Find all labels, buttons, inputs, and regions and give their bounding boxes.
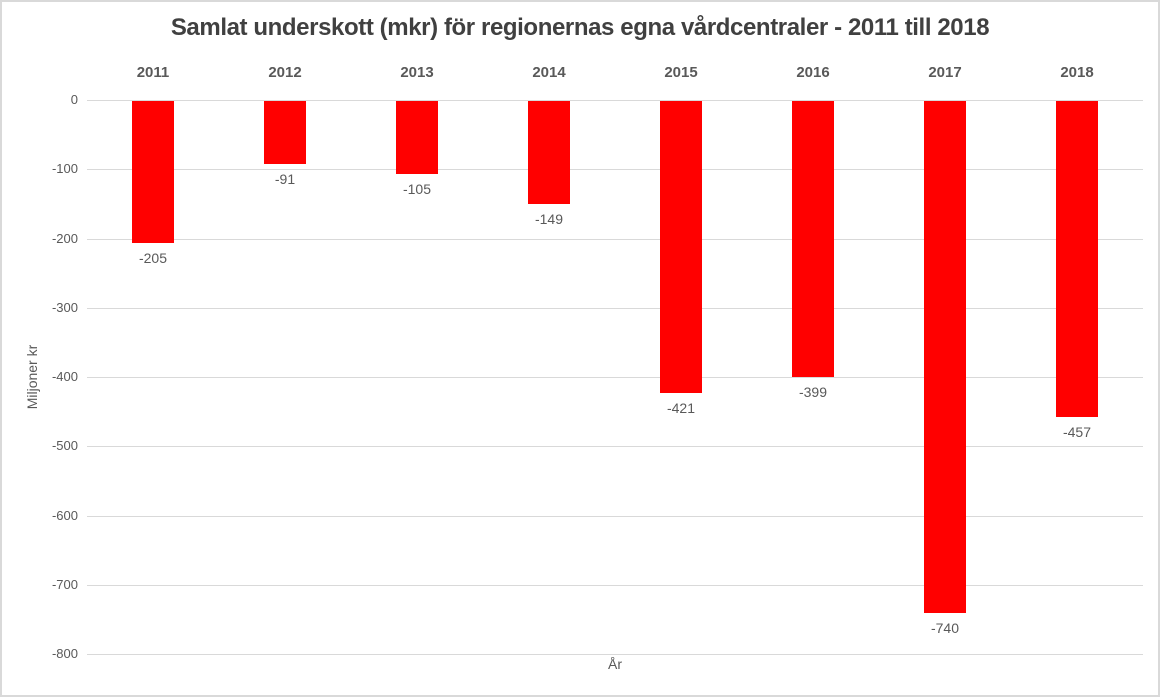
- y-tick-label: 0: [70, 92, 78, 107]
- y-tick-label: -600: [51, 508, 78, 523]
- bar-2016: [792, 101, 834, 377]
- category-label-2011: 2011: [136, 64, 170, 81]
- bar-2012: [264, 101, 306, 164]
- y-tick-label: -200: [51, 231, 78, 246]
- category-label-2015: 2015: [664, 64, 698, 81]
- bar-2011: [132, 101, 174, 243]
- y-tick-label: -500: [51, 438, 78, 453]
- gridline-y-800: [87, 654, 1143, 655]
- bar-2015: [660, 101, 702, 393]
- category-label-2012: 2012: [268, 64, 302, 81]
- bar-2014: [528, 101, 570, 204]
- category-label-2014: 2014: [532, 64, 566, 81]
- gridline-y-300: [87, 308, 1143, 309]
- gridline-y-500: [87, 446, 1143, 447]
- bar-2017: [924, 101, 966, 613]
- gridline-y0: [87, 100, 1143, 101]
- category-label-2013: 2013: [400, 64, 434, 81]
- value-label-2016: -399: [798, 384, 828, 400]
- y-tick-label: -400: [51, 369, 78, 384]
- gridline-y-400: [87, 377, 1143, 378]
- gridline-y-200: [87, 239, 1143, 240]
- value-label-2017: -740: [930, 620, 960, 636]
- y-tick-label: -800: [51, 646, 78, 661]
- y-axis-title: Miljoner kr: [24, 344, 40, 410]
- value-label-2013: -105: [402, 181, 432, 197]
- x-axis-title: År: [608, 656, 622, 672]
- category-label-2016: 2016: [796, 64, 830, 81]
- bar-2018: [1056, 101, 1098, 417]
- bar-2013: [396, 101, 438, 174]
- gridline-y-100: [87, 169, 1143, 170]
- value-label-2018: -457: [1062, 424, 1092, 440]
- gridline-y-600: [87, 516, 1143, 517]
- value-label-2015: -421: [666, 400, 696, 416]
- value-label-2011: -205: [138, 250, 168, 266]
- gridline-y-700: [87, 585, 1143, 586]
- category-label-2017: 2017: [928, 64, 962, 81]
- chart-title: Samlat underskott (mkr) för regionernas …: [170, 14, 990, 41]
- category-label-2018: 2018: [1060, 64, 1094, 81]
- value-label-2014: -149: [534, 211, 564, 227]
- value-label-2012: -91: [274, 171, 296, 187]
- y-tick-label: -100: [51, 161, 78, 176]
- y-tick-label: -300: [51, 300, 78, 315]
- y-tick-label: -700: [51, 577, 78, 592]
